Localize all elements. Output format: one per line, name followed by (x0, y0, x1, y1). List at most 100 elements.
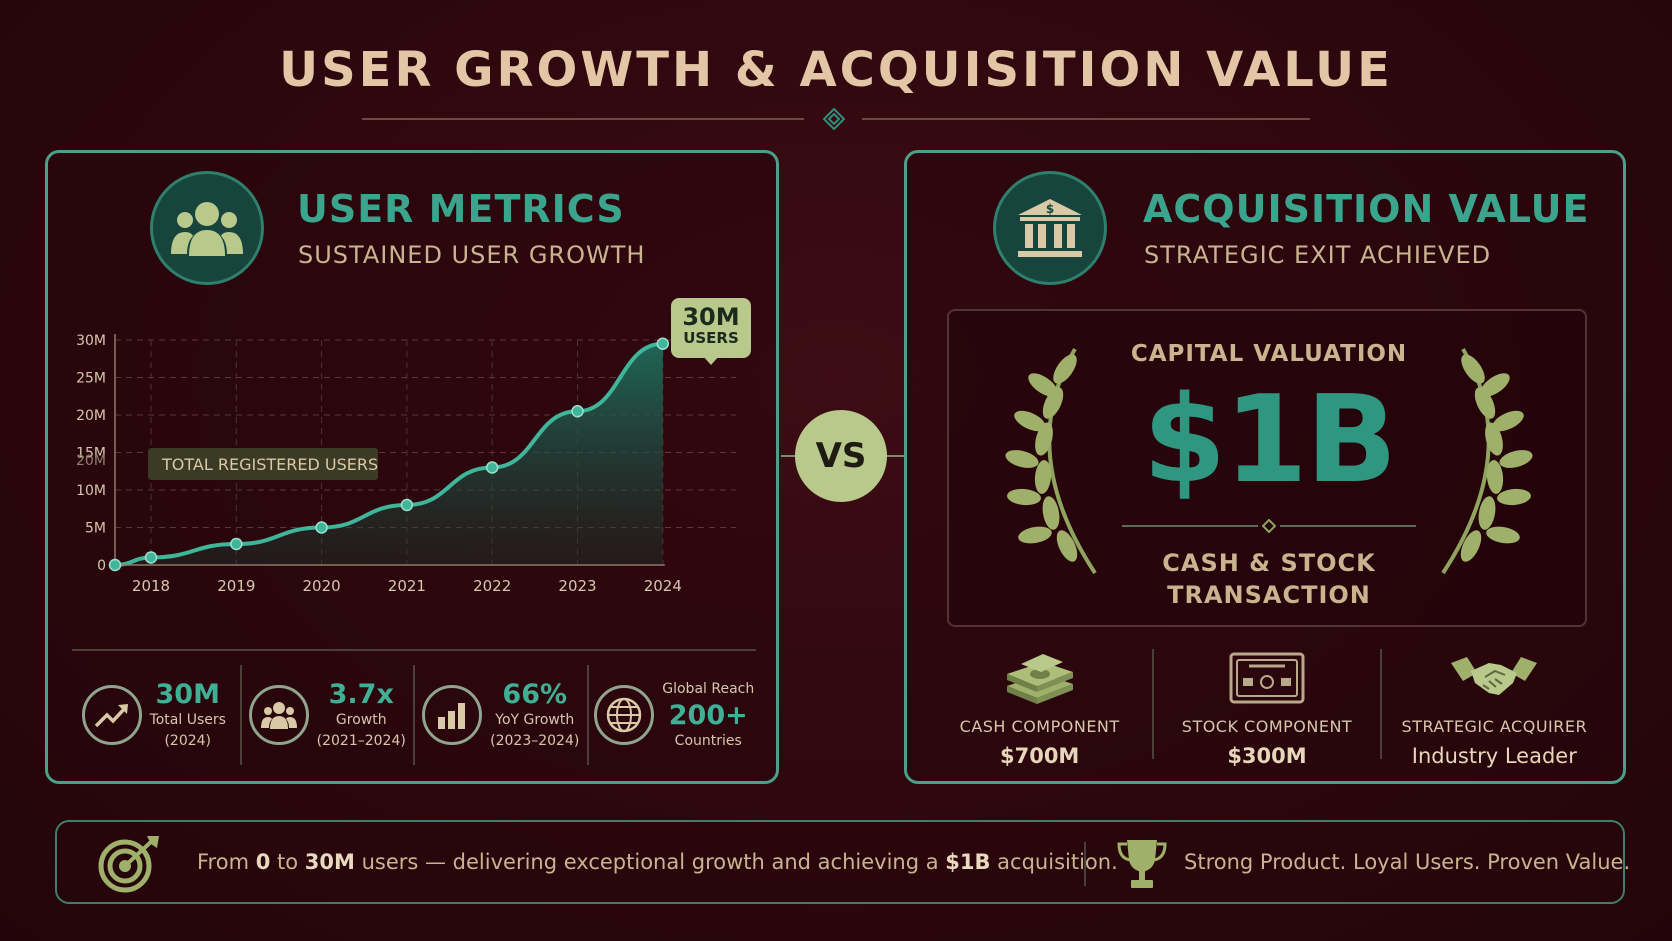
stat-growth: 3.7x Growth (2021–2024) (242, 665, 415, 765)
stat-icon-wrap (248, 685, 309, 745)
stat-global-reach: Global Reach 200+ Countries (589, 665, 761, 765)
stat-period: Countries (674, 732, 742, 749)
stat-total-users: 30M Total Users (2024) (68, 665, 242, 765)
callout-value: 30M (682, 303, 740, 331)
title-rule-left (362, 118, 804, 120)
valuation-box: CAPITAL VALUATION $1B CASH & STOCK TRANS… (947, 309, 1587, 627)
stats-row: 30M Total Users (2024) 3.7x Growth (20 (68, 665, 760, 765)
user-metrics-title: USER METRICS (297, 187, 625, 231)
y-tick-label: 25M (76, 371, 106, 387)
y-tick-label: 30M (76, 333, 106, 349)
component-value: $700M (999, 744, 1080, 768)
stat-value: 200+ (668, 699, 748, 731)
data-point (108, 558, 122, 572)
summary-mid-1: to (270, 850, 305, 874)
x-tick-label: 2018 (132, 577, 170, 595)
valuation-rule-right (1280, 525, 1416, 527)
y-tick-label: 20M (76, 408, 106, 424)
stat-period: (2023–2024) (490, 732, 580, 749)
stat-value: 3.7x (328, 678, 394, 710)
chart-title-box (148, 448, 378, 480)
users-icon (171, 202, 243, 256)
data-point (656, 337, 670, 350)
transaction-line-2: TRANSACTION (1167, 581, 1371, 609)
component-label: STOCK COMPONENT (1181, 717, 1353, 736)
summary-suffix: acquisition. (990, 850, 1118, 874)
stat-icon-wrap (594, 685, 655, 745)
stat-yoy-growth: 66% YoY Growth (2023–2024) (415, 665, 589, 765)
diamond-ornament-icon (823, 108, 845, 130)
laurel-right-icon (1441, 347, 1533, 575)
y-tick-label: 10M (76, 483, 106, 499)
bank-icon: $ (1018, 199, 1082, 257)
stock-component: STOCK COMPONENT $300M (1154, 649, 1382, 768)
callout-unit: USERS (683, 329, 739, 347)
valuation-rule-left (1122, 525, 1258, 527)
x-tick-label: 2022 (473, 577, 511, 595)
title-rule-right (862, 118, 1310, 120)
transaction-type: CASH & STOCK TRANSACTION (1149, 547, 1389, 611)
user-metrics-subtitle: SUSTAINED USER GROWTH (298, 241, 646, 269)
cash-component: CASH COMPONENT $700M (927, 649, 1155, 768)
trophy-icon (1117, 840, 1167, 888)
y-tick-label: 0 (97, 558, 106, 574)
handshake-icon (1451, 657, 1538, 695)
stat-value: 30M (155, 678, 220, 710)
data-point (485, 461, 499, 474)
users-icon-badge (150, 171, 264, 285)
stat-icon-wrap (81, 685, 142, 745)
valuation-value: $1B (1142, 371, 1397, 510)
acquisition-subtitle: STRATEGIC EXIT ACHIEVED (1144, 241, 1492, 269)
chart-points (108, 337, 670, 572)
stat-label: Global Reach (662, 680, 755, 697)
cash-stack-icon (1006, 654, 1073, 704)
chart-title: TOTAL REGISTERED USERS (161, 455, 378, 474)
total-users-callout: 30M USERS (671, 298, 751, 358)
vs-badge: VS (795, 410, 887, 502)
stat-label: Total Users (149, 711, 226, 728)
stat-period: (2024) (164, 732, 212, 749)
stat-label: Growth (335, 711, 387, 728)
summary-end-users: 30M (304, 850, 355, 874)
data-point (571, 405, 584, 418)
series-area (115, 343, 663, 565)
transaction-line-1: CASH & STOCK (1162, 549, 1376, 577)
stats-divider (72, 649, 756, 651)
trend-up-icon (94, 704, 128, 728)
laurel-left-icon (1005, 347, 1097, 575)
data-point (144, 551, 158, 564)
y-tick-label: 15M (76, 446, 106, 462)
chart-axes (114, 334, 665, 566)
summary-footer: From 0 to 30M users — delivering excepti… (55, 820, 1630, 904)
summary-valuation: $1B (945, 850, 991, 874)
stat-value: 66% (502, 678, 568, 710)
stock-certificate-icon (1229, 652, 1305, 704)
component-value: Industry Leader (1411, 744, 1577, 768)
page-title: USER GROWTH & ACQUISITION VALUE (279, 42, 1393, 98)
valuation-label: CAPITAL VALUATION (1130, 341, 1408, 367)
bank-icon-badge: $ (993, 171, 1107, 285)
component-value: $300M (1227, 744, 1307, 768)
x-tick-label: 2020 (303, 577, 341, 595)
users-icon (260, 702, 297, 729)
summary-text: From 0 to 30M users — delivering excepti… (197, 850, 1118, 874)
data-point (400, 498, 414, 512)
svg-text:$: $ (1046, 202, 1054, 216)
summary-start-users: 0 (255, 850, 271, 874)
footer-separator (1084, 842, 1086, 886)
diamond-ornament-icon (1262, 519, 1276, 533)
component-label: CASH COMPONENT (959, 717, 1120, 736)
data-point (315, 521, 328, 534)
globe-icon (607, 697, 642, 733)
acquisition-panel: $ ACQUISITION VALUE STRATEGIC EXIT ACHIE… (904, 150, 1626, 784)
stat-label: YoY Growth (495, 711, 575, 728)
deal-components-row: CASH COMPONENT $700M STOCK COMPONENT $30… (927, 649, 1607, 768)
callout-pointer (703, 356, 719, 365)
x-tick-label: 2021 (388, 577, 426, 595)
target-icon (98, 836, 159, 893)
component-label: STRATEGIC ACQUIRER (1401, 717, 1588, 736)
x-tick-label: 2019 (217, 577, 255, 595)
acquirer-component: STRATEGIC ACQUIRER Industry Leader (1382, 649, 1607, 768)
bar-chart-icon (438, 703, 466, 729)
